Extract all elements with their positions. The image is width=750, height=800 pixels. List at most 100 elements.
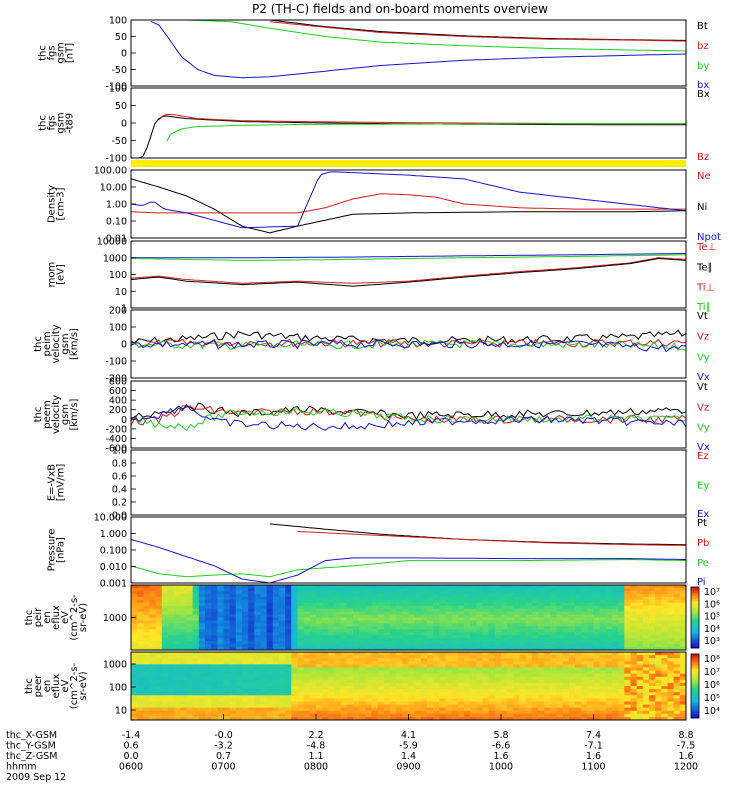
heatmap-cell [642, 682, 650, 687]
heatmap-cell [544, 713, 551, 718]
heatmap-cell [266, 638, 274, 642]
heatmap-cell [303, 623, 311, 627]
heatmap-cell [266, 647, 274, 651]
heatmap-cell [556, 626, 564, 630]
heatmap-cell [433, 652, 440, 656]
heatmap-cell [568, 707, 576, 712]
heatmap-cell [575, 629, 582, 633]
heatmap-cell [396, 617, 403, 621]
colorbar-cell [691, 705, 699, 708]
heatmap-cell [408, 644, 416, 648]
heatmap-cell [420, 608, 428, 612]
heatmap-cell [161, 620, 169, 624]
heatmap-cell [334, 635, 342, 639]
heatmap-cell [131, 716, 138, 721]
heatmap-cell [562, 673, 570, 678]
heatmap-cell [408, 655, 416, 659]
heatmap-cell [365, 644, 372, 648]
heatmap-cell [180, 585, 187, 589]
heatmap-cell [229, 638, 237, 642]
colorbar-cell [691, 609, 699, 612]
heatmap-cell [605, 626, 613, 630]
heatmap-cell [544, 602, 551, 607]
heatmap-cell [470, 587, 477, 592]
heatmap-cell [439, 701, 446, 705]
heatmap-cell [673, 587, 681, 592]
heatmap-cell [161, 658, 169, 662]
heatmap-cell [192, 593, 200, 598]
heatmap-cell [161, 710, 169, 715]
heatmap-cell [211, 652, 218, 656]
heatmap-cell [507, 716, 514, 721]
heatmap-cell [408, 695, 416, 699]
heatmap-cell [248, 701, 255, 705]
heatmap-cell [316, 664, 323, 668]
heatmap-cell [624, 638, 631, 642]
heatmap-cell [488, 602, 496, 607]
heatmap-cell [235, 641, 243, 645]
heatmap-cell [161, 655, 169, 659]
heatmap-cell [322, 641, 329, 645]
heatmap-cell [340, 602, 348, 607]
heatmap-cell [217, 644, 224, 648]
heatmap-cell [408, 707, 416, 712]
heatmap-cell [507, 652, 514, 656]
heatmap-cell [235, 614, 243, 618]
heatmap-cell [371, 716, 379, 721]
heatmap-cell [568, 652, 576, 656]
heatmap-cell [587, 710, 594, 715]
heatmap-cell [229, 587, 237, 592]
heatmap-cell [260, 626, 268, 630]
heatmap-cell [414, 590, 422, 595]
heatmap-cell [340, 661, 348, 665]
heatmap-cell [383, 689, 391, 693]
heatmap-cell [513, 632, 520, 636]
heatmap-cell [322, 629, 329, 633]
heatmap-cell [229, 608, 237, 612]
heatmap-cell [211, 590, 218, 595]
heatmap-cell [205, 710, 212, 715]
heatmap-cell [316, 614, 323, 618]
x-row-label: hhmm [6, 762, 37, 773]
heatmap-cell [636, 623, 644, 627]
heatmap-cell [149, 670, 157, 675]
heatmap-cell [587, 635, 594, 639]
heatmap-cell [205, 661, 212, 665]
heatmap-cell [383, 611, 391, 615]
heatmap-cell [359, 692, 366, 696]
heatmap-cell [550, 692, 557, 696]
heatmap-cell [248, 655, 255, 659]
heatmap-cell [618, 707, 625, 712]
heatmap-cell [464, 692, 471, 696]
heatmap-cell [377, 587, 385, 592]
heatmap-cell [525, 590, 533, 595]
heatmap-cell [581, 652, 588, 656]
heatmap-cell [291, 701, 298, 705]
heatmap-cell [550, 713, 557, 718]
heatmap-cell [519, 664, 527, 668]
heatmap-cell [303, 695, 311, 699]
heatmap-cell [205, 652, 212, 656]
heatmap-cell [476, 602, 483, 607]
heatmap-cell [192, 617, 200, 621]
heatmap-cell [383, 710, 391, 715]
heatmap-cell [242, 673, 249, 678]
heatmap-cell [451, 647, 459, 651]
heatmap-cell [149, 647, 157, 651]
x-tick-value: 5.8 [493, 730, 508, 741]
heatmap-cell [309, 605, 317, 610]
heatmap-cell [482, 673, 490, 678]
heatmap-cell [501, 704, 508, 709]
heatmap-cell [396, 704, 403, 709]
heatmap-cell [642, 585, 650, 589]
heatmap-cell [334, 617, 342, 621]
heatmap-cell [488, 689, 496, 693]
heatmap-cell [137, 608, 144, 612]
heatmap-cell [149, 635, 157, 639]
heatmap-cell [679, 629, 687, 633]
heatmap-cell [538, 661, 545, 665]
heatmap-cell [482, 602, 490, 607]
heatmap-cell [470, 661, 477, 665]
heatmap-cell [507, 635, 514, 639]
heatmap-cell [605, 585, 613, 589]
